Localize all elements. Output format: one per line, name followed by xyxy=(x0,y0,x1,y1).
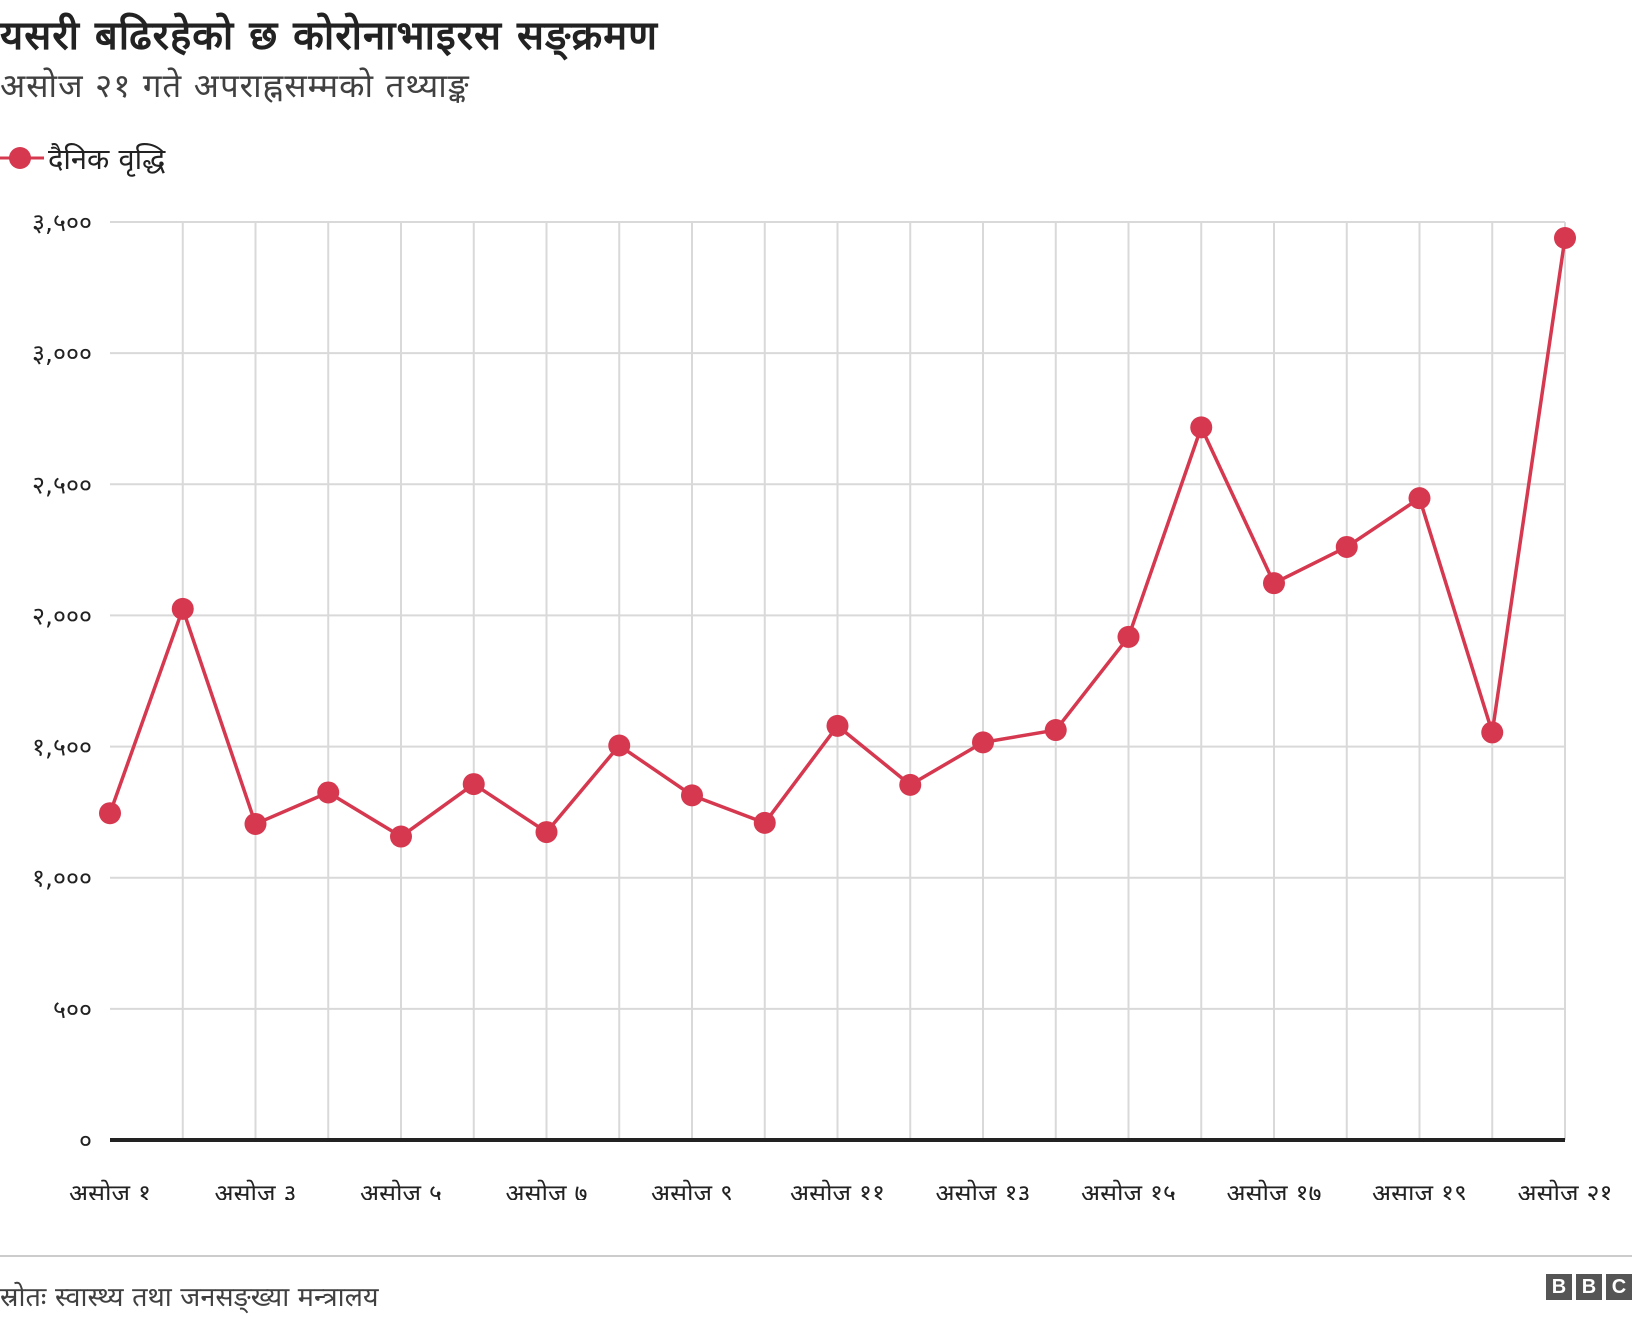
bbc-logo-letter: C xyxy=(1606,1274,1632,1300)
chart-title: यसरी बढिरहेको छ कोरोनाभाइरस सङ्क्रमण xyxy=(0,13,659,59)
data-point xyxy=(244,812,267,835)
x-tick-label: असोज ३ xyxy=(215,1179,297,1200)
data-point xyxy=(390,825,412,848)
x-tick-label: असाज १९ xyxy=(1372,1179,1467,1200)
data-point xyxy=(681,784,703,807)
data-point xyxy=(1408,487,1431,510)
data-point xyxy=(1044,719,1067,742)
x-tick-label: असोज ११ xyxy=(790,1179,885,1200)
y-tick-label: २,५०० xyxy=(32,470,92,499)
data-point xyxy=(826,714,849,737)
data-point xyxy=(1481,721,1504,744)
x-tick-label: असोज ५ xyxy=(360,1179,442,1200)
y-tick-label: ३,५०० xyxy=(32,208,92,237)
data-point xyxy=(1190,416,1213,439)
data-point xyxy=(899,773,922,796)
x-tick-label: असोज २१ xyxy=(1518,1179,1613,1200)
legend-swatch xyxy=(0,147,44,169)
x-tick-label: असोज ९ xyxy=(651,1179,733,1200)
data-point xyxy=(317,781,340,804)
y-tick-label: १,००० xyxy=(32,864,92,893)
x-tick-label: असोज ७ xyxy=(506,1179,588,1200)
data-point xyxy=(972,731,994,754)
y-tick-label: ३,००० xyxy=(32,339,92,368)
y-tick-label: ५०० xyxy=(53,995,92,1024)
data-point xyxy=(535,821,558,844)
line-chart: ० ५०० १,००० १,५०० २,००० २,५०० ३,००० ३,५०० असोज १… xyxy=(32,208,1613,1200)
x-tick-label: असोज १७ xyxy=(1227,1179,1322,1200)
footer-divider xyxy=(0,1255,1632,1257)
x-tick-label: असोज १३ xyxy=(936,1179,1031,1200)
data-point xyxy=(608,734,631,757)
y-tick-label: २,००० xyxy=(32,601,92,630)
chart-subtitle: असोज २१ गते अपराह्नसम्मको तथ्याङ्क xyxy=(0,66,470,105)
bbc-logo-letter: B xyxy=(1576,1274,1602,1300)
legend: दैनिक वृद्धि xyxy=(0,138,165,178)
bbc-logo-letter: B xyxy=(1546,1274,1572,1300)
data-point xyxy=(99,802,121,825)
data-point xyxy=(462,773,485,796)
data-point xyxy=(753,811,776,834)
legend-label: दैनिक वृद्धि xyxy=(48,141,166,176)
data-point xyxy=(1263,572,1285,595)
y-tick-label: ० xyxy=(79,1126,92,1155)
data-point xyxy=(1117,625,1140,648)
y-tick-label: १,५०० xyxy=(32,733,92,762)
x-tick-label: असोज १ xyxy=(69,1179,151,1200)
data-point xyxy=(1554,226,1576,249)
data-point xyxy=(1335,535,1358,558)
data-point xyxy=(171,597,194,620)
bbc-logo: B B C xyxy=(1546,1274,1632,1300)
x-tick-label: असोज १५ xyxy=(1081,1179,1176,1200)
source-note: स्रोतः स्वास्थ्य तथा जनसङ्ख्या मन्त्रालय xyxy=(0,1282,379,1313)
